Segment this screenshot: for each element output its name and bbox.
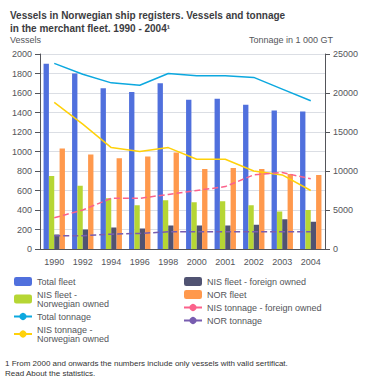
- svg-text:2002: 2002: [244, 257, 264, 267]
- svg-text:2004: 2004: [301, 257, 321, 267]
- svg-text:Total fleet: Total fleet: [37, 277, 76, 287]
- svg-text:NOR fleet: NOR fleet: [207, 290, 247, 300]
- svg-text:Norwegian owned: Norwegian owned: [37, 334, 109, 344]
- svg-text:2000: 2000: [187, 257, 207, 267]
- svg-text:15000: 15000: [333, 127, 358, 137]
- svg-text:NIS fleet -: NIS fleet -: [37, 289, 77, 300]
- svg-text:200: 200: [17, 225, 32, 235]
- svg-text:NOR tonnage: NOR tonnage: [207, 316, 262, 326]
- svg-text:1990: 1990: [44, 257, 64, 267]
- svg-text:0: 0: [333, 244, 338, 254]
- svg-text:NIS tonnage -: NIS tonnage -: [37, 324, 93, 335]
- svg-text:600: 600: [17, 186, 32, 196]
- svg-text:1994: 1994: [101, 257, 121, 267]
- svg-text:2001: 2001: [215, 257, 235, 267]
- svg-text:1998: 1998: [158, 257, 178, 267]
- svg-text:1 From 2000 and onwards the nu: 1 From 2000 and onwards the numbers incl…: [5, 359, 288, 368]
- svg-text:1200: 1200: [12, 127, 32, 137]
- svg-text:Vessels in Norwegian ship regi: Vessels in Norwegian ship registers. Ves…: [10, 10, 286, 21]
- svg-text:Vessels: Vessels: [10, 35, 42, 45]
- svg-text:in the merchant fleet. 1990 -: in the merchant fleet. 1990 - 2004¹: [10, 23, 171, 34]
- svg-text:1600: 1600: [12, 88, 32, 98]
- svg-text:1996: 1996: [130, 257, 150, 267]
- svg-text:2003: 2003: [272, 257, 292, 267]
- svg-text:400: 400: [17, 205, 32, 215]
- svg-text:800: 800: [17, 166, 32, 176]
- svg-text:2000: 2000: [12, 49, 32, 59]
- svg-text:NIS tonnage - foreign owned: NIS tonnage - foreign owned: [207, 303, 322, 313]
- svg-text:1000: 1000: [12, 147, 32, 157]
- svg-text:0: 0: [27, 244, 32, 254]
- svg-text:Tonnage in 1 000 GT: Tonnage in 1 000 GT: [249, 35, 334, 45]
- svg-text:1400: 1400: [12, 108, 32, 118]
- svg-text:NIS fleet - foreign owned: NIS fleet - foreign owned: [207, 277, 306, 287]
- svg-text:Read About the statistics.: Read About the statistics.: [5, 369, 95, 378]
- svg-text:10000: 10000: [333, 166, 358, 176]
- svg-text:5000: 5000: [333, 205, 353, 215]
- svg-text:1992: 1992: [73, 257, 93, 267]
- svg-text:25000: 25000: [333, 49, 358, 59]
- svg-text:1800: 1800: [12, 69, 32, 79]
- svg-text:Norwegian owned: Norwegian owned: [37, 299, 109, 309]
- svg-text:Total tonnage: Total tonnage: [37, 312, 91, 322]
- svg-text:20000: 20000: [333, 88, 358, 98]
